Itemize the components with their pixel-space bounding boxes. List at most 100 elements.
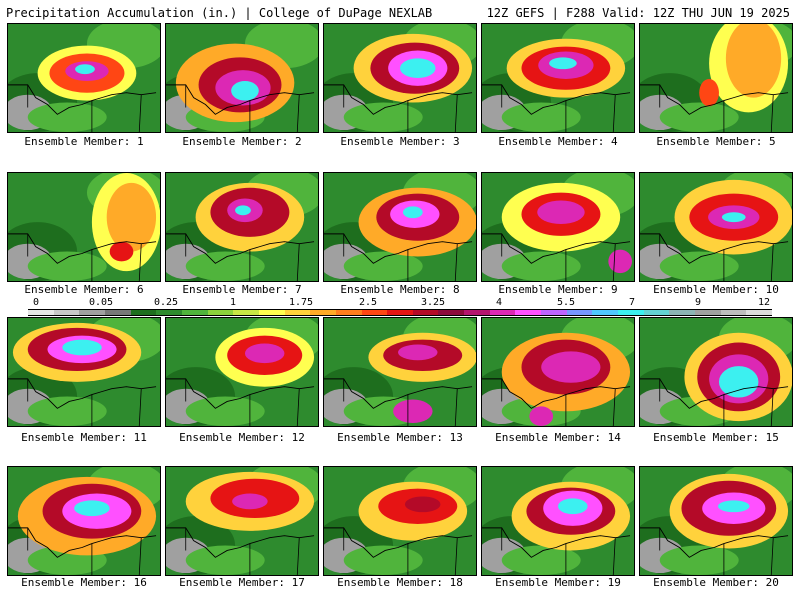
precip-map [482,318,634,426]
border-line [501,84,616,132]
ensemble-panel [165,23,319,133]
color-scale-tick: 4 [495,297,503,308]
color-scale-tick: 1.75 [288,297,314,308]
precip-contour [109,241,134,262]
border-line [185,233,300,281]
color-scale-tick: 0.05 [88,297,114,308]
precip-contour [721,212,746,223]
color-scale-tick: 3.25 [420,297,446,308]
border-line [8,378,157,409]
ensemble-member-label: Ensemble Member: 19 [495,576,621,589]
border-line [343,378,458,426]
precip-contour [393,399,433,424]
ensemble-panel [639,466,793,576]
precip-contour [717,500,750,513]
ensemble-panel [323,23,477,133]
border-line [8,233,157,264]
color-scale-tick: 0 [32,297,40,308]
precip-map [8,173,160,281]
color-scale-tick: 9 [694,297,702,308]
precip-map [640,173,792,281]
precip-contour [725,24,782,98]
border-line [659,233,774,281]
precip-map [8,467,160,575]
precip-contour [402,206,423,219]
color-scale-bar [28,309,773,316]
precip-contour [106,182,157,252]
color-scale-segment [515,309,542,316]
border-line [185,527,300,575]
border-line [659,84,774,132]
ensemble-panel [481,23,635,133]
color-scale-segment [669,309,696,316]
precip-patch [185,251,265,281]
precip-patch [343,545,423,575]
ensemble-member-label: Ensemble Member: 5 [656,135,776,148]
precip-map [8,24,160,132]
color-scale-segment [79,309,106,316]
precip-contour [529,406,554,426]
precip-contour [558,498,588,515]
color-scale-segment [566,309,593,316]
ensemble-member-label: Ensemble Member: 18 [337,576,463,589]
border-line [343,84,458,132]
ensemble-panel [639,317,793,427]
border-line [166,527,315,558]
border-line [640,527,789,558]
precip-patch [501,251,581,281]
precip-map [166,173,318,281]
ensemble-panel [323,466,477,576]
ensemble-panel [7,23,161,133]
ensemble-panel [481,172,635,282]
ensemble-panel [7,317,161,427]
color-scale-segment [412,309,439,316]
border-line [166,233,315,264]
precip-contour [400,58,436,78]
precip-map [166,24,318,132]
ensemble-member-label: Ensemble Member: 11 [21,431,147,444]
precip-contour [537,200,585,225]
color-scale-segment [130,309,157,316]
ensemble-panel [639,172,793,282]
color-scale-segment [284,309,311,316]
precip-patch [27,251,107,281]
color-scale-segment [181,309,209,316]
border-line [324,84,473,115]
border-line [166,84,315,115]
border-line [27,233,142,281]
precip-map [166,318,318,426]
precip-map [324,24,476,132]
color-scale-tick: 5.5 [556,297,576,308]
border-line [343,233,458,281]
ensemble-panel [165,466,319,576]
precip-patch [659,251,739,281]
precip-map [482,24,634,132]
border-line [343,527,458,575]
precip-contour [232,493,268,510]
precip-contour [231,80,259,101]
border-line [27,378,142,426]
precip-contour [718,366,759,398]
border-line [324,378,473,409]
border-line [501,233,616,281]
border-line [8,527,157,558]
precip-contour [404,496,441,513]
border-line [659,378,774,426]
border-line [27,527,142,575]
ensemble-panel [165,172,319,282]
color-scale-tick: 2.5 [358,297,378,308]
border-line [482,233,631,264]
precip-contour [398,344,438,361]
ensemble-member-label: Ensemble Member: 20 [653,576,779,589]
precip-map [640,467,792,575]
color-scale-tick: 0.25 [153,297,179,308]
map-title: Precipitation Accumulation (in.) | Colle… [6,6,433,20]
color-scale-segment [104,309,132,316]
ensemble-member-label: Ensemble Member: 3 [340,135,460,148]
border-line [324,233,473,264]
precip-patch [185,396,265,426]
ensemble-member-label: Ensemble Member: 8 [340,283,460,296]
precip-contour [235,205,251,216]
precip-map [324,173,476,281]
ensemble-member-label: Ensemble Member: 4 [498,135,618,148]
